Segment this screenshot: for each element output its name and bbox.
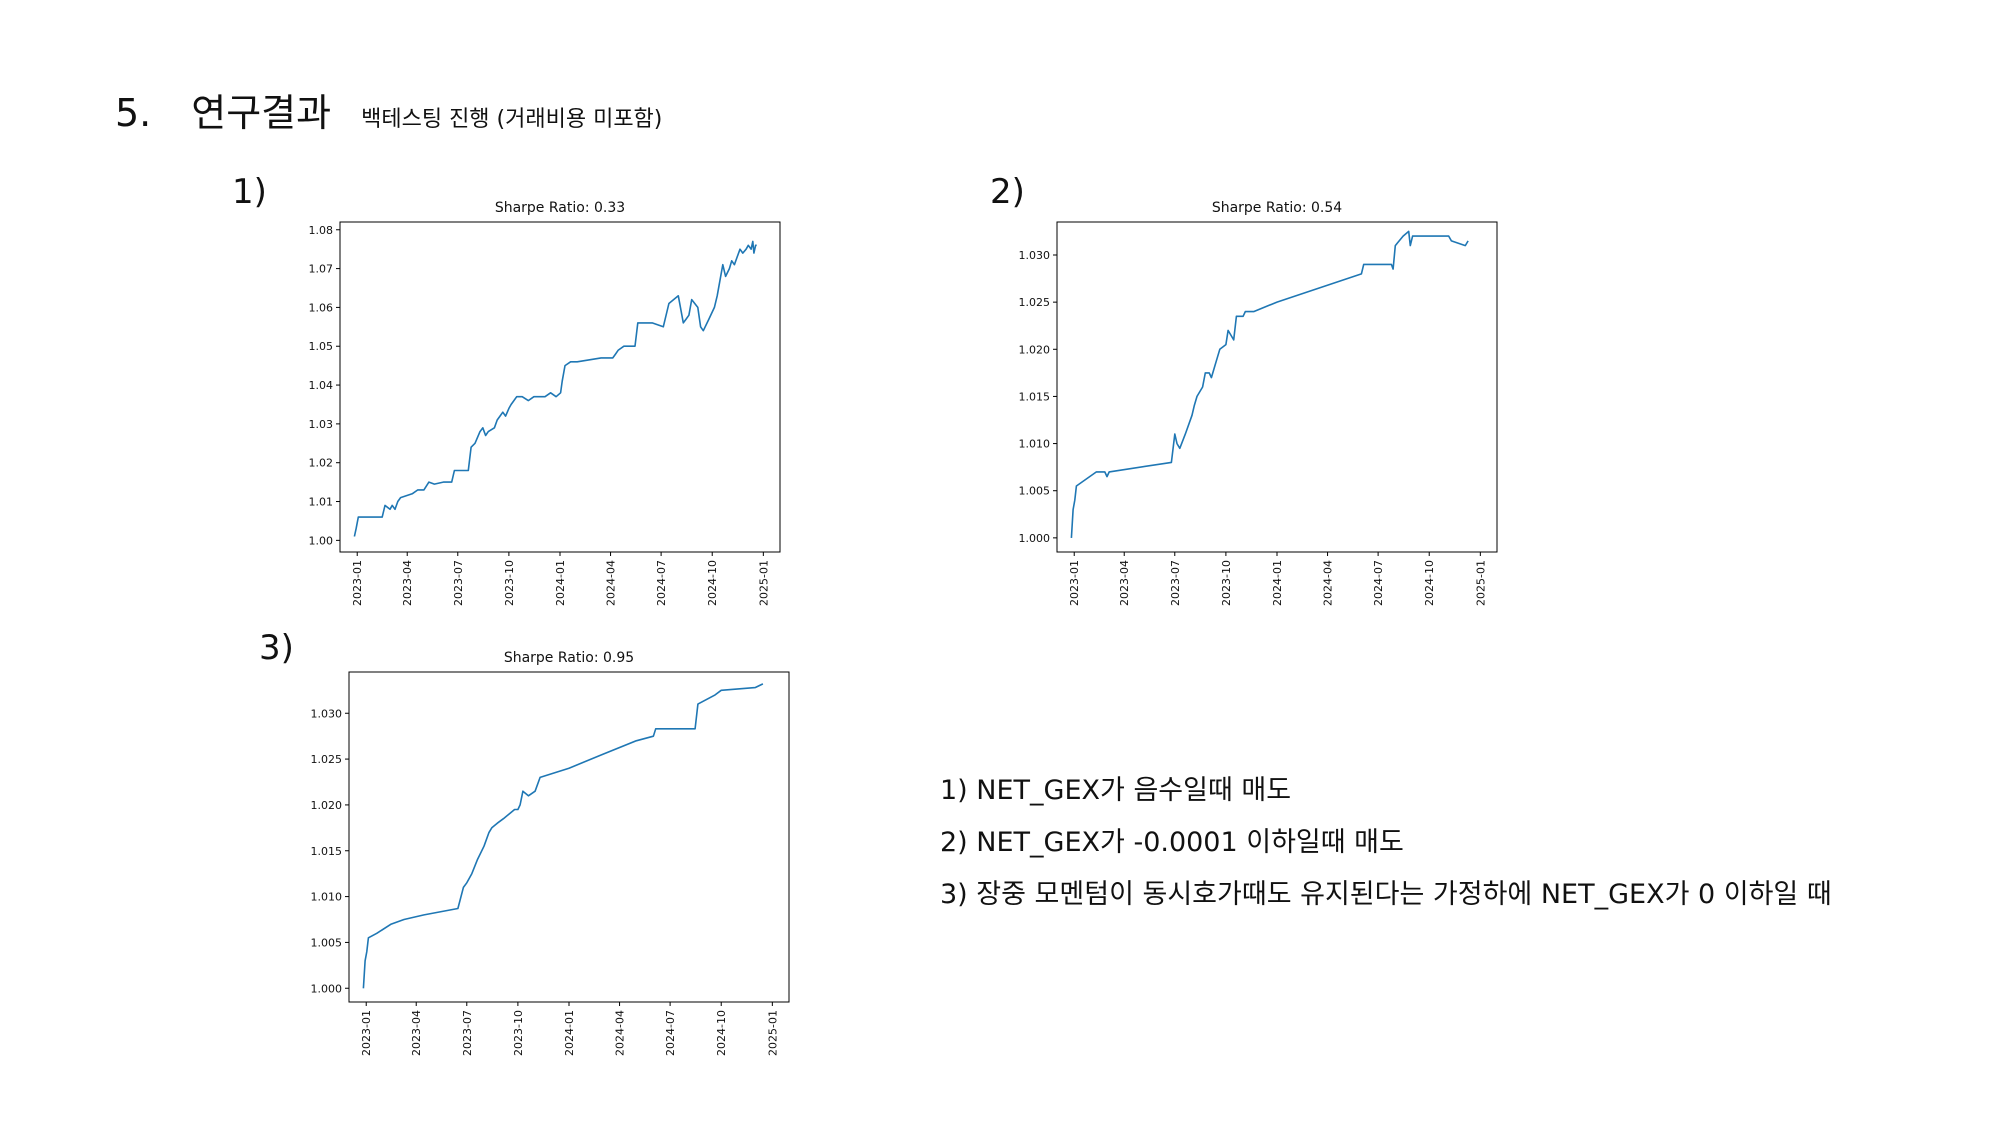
y-tick-label: 1.02 <box>309 457 334 470</box>
x-tick-label: 2024-01 <box>563 1010 576 1056</box>
y-tick-label: 1.025 <box>311 753 343 766</box>
x-tick-label: 2024-07 <box>1372 560 1385 606</box>
y-tick-label: 1.025 <box>1019 296 1051 309</box>
x-tick-label: 2024-04 <box>605 560 618 606</box>
y-tick-label: 1.030 <box>311 707 343 720</box>
series-line <box>362 683 764 989</box>
x-tick-label: 2024-04 <box>614 1010 627 1056</box>
y-tick-label: 1.04 <box>309 379 334 392</box>
plot-frame <box>339 221 781 553</box>
x-tick-label: 2024-10 <box>715 1010 728 1056</box>
panel-label-2: 2) <box>990 172 1025 212</box>
y-tick-label: 1.015 <box>1019 390 1051 403</box>
section-header: 5. 연구결과 백테스팅 진행 (거래비용 미포함) <box>115 82 662 137</box>
x-tick-label: 2023-01 <box>1068 560 1081 606</box>
note-1: 1) NET_GEX가 음수일때 매도 <box>940 775 1292 806</box>
x-tick-label: 2024-07 <box>655 560 668 606</box>
y-tick-label: 1.020 <box>1019 343 1051 356</box>
chart-2: Sharpe Ratio: 0.54 1.000 1.005 1.010 1.015 1.… <box>1019 200 1498 606</box>
y-tick-label: 1.07 <box>309 263 334 276</box>
y-tick-label: 1.08 <box>309 224 334 237</box>
y-tick-label: 1.00 <box>309 534 334 547</box>
y-tick-label: 1.020 <box>311 799 343 812</box>
x-tick-label: 2024-01 <box>1271 560 1284 606</box>
y-tick-label: 1.06 <box>309 301 334 314</box>
x-tick-label: 2023-07 <box>461 1010 474 1056</box>
y-tick-label: 1.01 <box>309 496 334 509</box>
notes-list: 1) NET_GEX가 음수일때 매도 2) NET_GEX가 -0.0001 … <box>940 765 1832 921</box>
note-2: 2) NET_GEX가 -0.0001 이하일때 매도 <box>940 827 1404 858</box>
x-tick-label: 2023-10 <box>503 560 516 606</box>
x-tick-label: 2025-01 <box>766 1010 779 1056</box>
note-3: 3) 장중 모멘텀이 동시호가때도 유지된다는 가정하에 NET_GEX가 0 … <box>940 879 1832 910</box>
plot-frame <box>1056 221 1498 553</box>
x-tick-label: 2025-01 <box>1474 560 1487 606</box>
y-tick-label: 1.030 <box>1019 249 1051 262</box>
chart-title: Sharpe Ratio: 0.54 <box>1212 200 1342 216</box>
x-tick-label: 2023-07 <box>1169 560 1182 606</box>
chart-3: Sharpe Ratio: 0.95 1.000 1.005 1.010 1.015 1.… <box>311 650 790 1056</box>
x-tick-label: 2023-10 <box>512 1010 525 1056</box>
chart-1: Sharpe Ratio: 0.33 1.00 1.01 1.02 1.03 1.04 1.… <box>309 200 781 606</box>
panel-label-1: 1) <box>232 172 267 212</box>
x-tick-label: 2024-04 <box>1322 560 1335 606</box>
panel-label-3: 3) <box>259 628 294 668</box>
x-tick-label: 2023-07 <box>452 560 465 606</box>
x-tick-label: 2023-10 <box>1220 560 1233 606</box>
x-tick-label: 2024-10 <box>1423 560 1436 606</box>
x-tick-label: 2024-10 <box>706 560 719 606</box>
section-number: 5. <box>115 91 152 135</box>
x-tick-label: 2023-04 <box>1118 560 1131 606</box>
y-tick-label: 1.010 <box>1019 438 1051 451</box>
series-line <box>353 240 757 537</box>
y-tick-label: 1.005 <box>1019 485 1051 498</box>
x-tick-label: 2023-04 <box>410 1010 423 1056</box>
x-tick-label: 2023-01 <box>360 1010 373 1056</box>
y-tick-label: 1.000 <box>1019 532 1051 545</box>
x-tick-label: 2023-01 <box>351 560 364 606</box>
chart-title: Sharpe Ratio: 0.33 <box>495 200 625 216</box>
y-tick-label: 1.03 <box>309 418 334 431</box>
section-subtitle: 백테스팅 진행 (거래비용 미포함) <box>361 107 663 132</box>
plot-frame <box>348 671 790 1003</box>
y-tick-label: 1.05 <box>309 340 334 353</box>
section-title: 연구결과 <box>191 91 332 135</box>
x-tick-label: 2024-07 <box>664 1010 677 1056</box>
y-tick-label: 1.015 <box>311 845 343 858</box>
x-tick-label: 2024-01 <box>554 560 567 606</box>
x-tick-label: 2025-01 <box>757 560 770 606</box>
y-tick-label: 1.005 <box>311 936 343 949</box>
y-tick-label: 1.000 <box>311 982 343 995</box>
chart-title: Sharpe Ratio: 0.95 <box>504 650 634 666</box>
x-tick-label: 2023-04 <box>401 560 414 606</box>
series-line <box>1070 230 1469 538</box>
y-tick-label: 1.010 <box>311 891 343 904</box>
